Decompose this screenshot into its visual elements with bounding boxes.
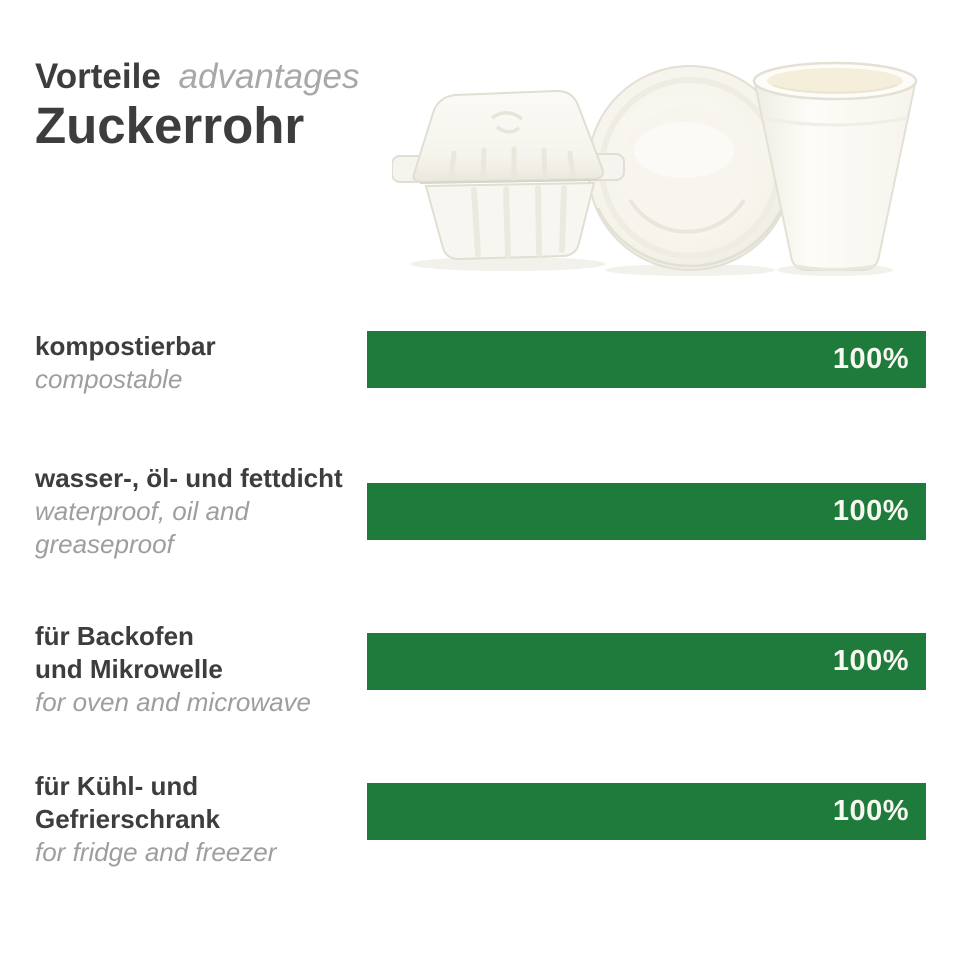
page-title: Vorteile advantages bbox=[35, 56, 360, 98]
page-header: Vorteile advantages Zuckerrohr bbox=[35, 56, 360, 155]
burger-box-icon bbox=[391, 89, 625, 271]
benefit-label-en: for fridge and freezer bbox=[35, 837, 277, 867]
cup-icon bbox=[752, 61, 918, 276]
bar-fridge: 100% bbox=[367, 783, 926, 840]
bar-waterproof: 100% bbox=[367, 483, 926, 540]
bar-track: 100% bbox=[367, 783, 926, 840]
benefit-label-fridge: für Kühl- und Gefrierschrank for fridge … bbox=[35, 770, 375, 869]
bar-value-label: 100% bbox=[832, 795, 909, 827]
benefit-label-compostable: kompostierbar compostable bbox=[35, 330, 375, 396]
benefit-label-waterproof: wasser-, öl- und fettdicht waterproof, o… bbox=[35, 462, 375, 561]
bar-oven: 100% bbox=[367, 633, 926, 690]
bar-compostable: 100% bbox=[367, 331, 926, 388]
benefit-label-de: kompostierbar bbox=[35, 331, 216, 361]
benefit-label-de: für Backofen und Mikrowelle bbox=[35, 621, 223, 684]
tableware-illustration bbox=[391, 61, 918, 276]
bar-value-label: 100% bbox=[832, 645, 909, 677]
material-title: Zuckerrohr bbox=[35, 97, 305, 154]
bar-track: 100% bbox=[367, 331, 926, 388]
bar-track: 100% bbox=[367, 633, 926, 690]
benefit-label-en: for oven and microwave bbox=[35, 687, 312, 717]
benefit-label-de: für Kühl- und Gefrierschrank bbox=[35, 771, 220, 834]
title-english: advantages bbox=[178, 57, 360, 96]
bar-value-label: 100% bbox=[832, 343, 909, 375]
bar-value-label: 100% bbox=[832, 495, 909, 527]
title-german: Vorteile bbox=[35, 57, 161, 96]
product-photo bbox=[391, 58, 932, 278]
bar-track: 100% bbox=[367, 483, 926, 540]
benefit-label-en: waterproof, oil and greaseproof bbox=[35, 496, 249, 559]
benefit-label-de: wasser-, öl- und fettdicht bbox=[35, 463, 343, 493]
benefit-label-en: compostable bbox=[35, 364, 183, 394]
benefit-label-oven: für Backofen und Mikrowelle for oven and… bbox=[35, 620, 375, 719]
